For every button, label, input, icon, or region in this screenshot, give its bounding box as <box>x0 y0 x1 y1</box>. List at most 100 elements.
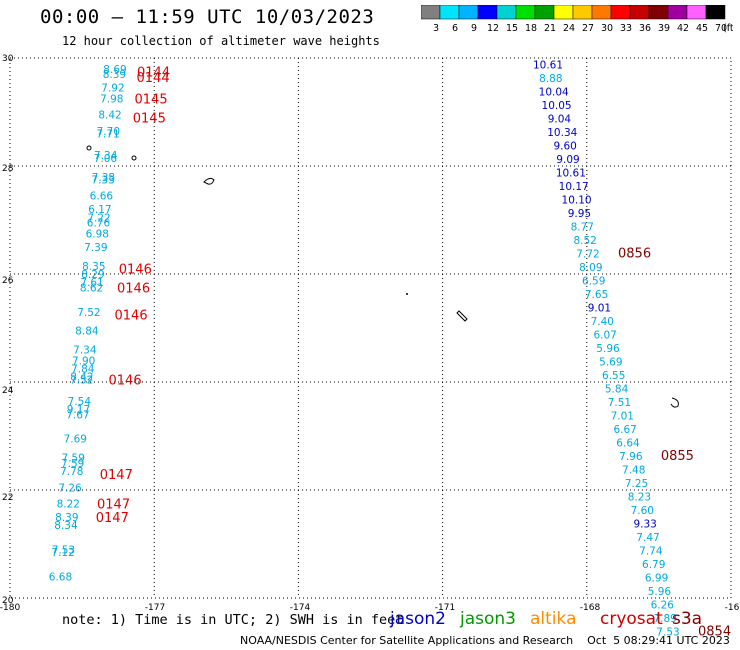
swh-value-label: 7.89 <box>653 613 676 625</box>
swh-value-label: 8.35 <box>82 261 105 273</box>
swh-value-label: 7.72 <box>576 248 599 260</box>
scale-label: 33 <box>620 23 632 34</box>
time-label: 0146 <box>119 263 152 278</box>
swh-value-label: 7.60 <box>631 505 654 517</box>
swh-value-label: 6.99 <box>645 572 668 584</box>
y-tick-label: 30 <box>2 54 14 64</box>
scale-label: 42 <box>677 23 689 34</box>
x-tick-label: -174 <box>290 603 311 613</box>
swh-value-label: 7.34 <box>94 150 118 162</box>
swh-value-label: 7.06 <box>94 153 118 165</box>
scale-label: 9 <box>471 23 477 34</box>
footer-credit: NOAA/NESDIS Center for Satellite Applica… <box>240 634 730 647</box>
scale-label: 15 <box>506 23 518 34</box>
swh-value-label: 7.90 <box>72 355 95 367</box>
scale-label: 30 <box>601 23 613 34</box>
legend-cryosat: cryosat <box>600 609 663 629</box>
swh-value-label: 7.74 <box>639 545 663 557</box>
time-label: 0146 <box>115 309 148 324</box>
time-label: 0144 <box>137 71 170 86</box>
scale-label: 18 <box>525 23 537 34</box>
x-tick-label: -168 <box>580 603 601 613</box>
scale-label: (ft) <box>723 23 733 34</box>
swh-value-label: 8.09 <box>579 262 602 274</box>
swh-value-label: 7.52 <box>77 307 100 319</box>
swh-value-label: 9.09 <box>556 154 579 166</box>
swh-value-label: 8.39 <box>103 69 126 81</box>
swh-value-label: 8.88 <box>539 73 562 85</box>
swh-value-label: 8.29 <box>81 269 104 281</box>
swh-value-label: 6.68 <box>49 571 72 583</box>
swh-value-label: 8.52 <box>573 235 596 247</box>
map-title: 00:00 – 11:59 UTC 10/03/2023 <box>40 6 375 28</box>
island-dot <box>131 155 137 161</box>
swh-value-label: 10.04 <box>539 86 569 98</box>
swh-value-label: 7.12 <box>51 547 74 559</box>
swh-value-label: 10.34 <box>547 127 577 139</box>
scale-label: 39 <box>658 23 670 34</box>
swh-value-label: 6.59 <box>582 275 605 287</box>
swh-value-label: 7.52 <box>70 374 93 386</box>
x-tick-label: -16 <box>725 603 740 613</box>
swh-value-label: 8.22 <box>57 499 80 511</box>
swh-value-label: 7.48 <box>622 464 645 476</box>
swh-value-label: 9.17 <box>67 404 90 416</box>
swh-value-label: 8.69 <box>103 64 126 76</box>
time-label: 0145 <box>135 93 168 108</box>
scale-label: 21 <box>544 23 556 34</box>
scale-label: 12 <box>487 23 499 34</box>
legend-altika: altika <box>530 609 577 629</box>
scale-swatch <box>705 4 726 20</box>
island-outline <box>670 397 679 408</box>
swh-value-label: 7.51 <box>608 397 631 409</box>
x-tick-label: -180 <box>0 603 20 613</box>
time-label: 0146 <box>117 282 150 297</box>
time-label: 0856 <box>618 246 651 261</box>
swh-value-label: 6.64 <box>616 437 640 449</box>
swh-value-label: 6.07 <box>593 329 616 341</box>
swh-value-label: 10.61 <box>533 59 563 71</box>
swh-value-label: 6.66 <box>90 191 114 203</box>
time-label: 0144 <box>137 66 170 81</box>
legend-jason2: jason2 <box>390 609 446 629</box>
swh-value-label: 7.65 <box>585 289 608 301</box>
swh-value-label: 7.34 <box>73 345 97 357</box>
swh-value-label: 7.71 <box>96 129 119 141</box>
y-tick-label: 28 <box>2 164 14 174</box>
swh-value-label: 5.84 <box>605 383 629 395</box>
swh-value-label: 8.42 <box>70 372 93 384</box>
swh-value-label: 7.22 <box>87 212 110 224</box>
swh-value-label: 8.77 <box>571 221 594 233</box>
swh-value-label: 5.69 <box>599 356 622 368</box>
swh-value-label: 7.98 <box>100 94 123 106</box>
y-tick-label: 26 <box>2 276 14 286</box>
swh-value-label: 9.04 <box>548 113 572 125</box>
swh-value-label: 9.01 <box>588 302 611 314</box>
scale-label: 6 <box>452 23 458 34</box>
swh-value-label: 7.01 <box>611 410 634 422</box>
x-tick-label: -177 <box>145 603 165 613</box>
time-label: 0145 <box>133 111 166 126</box>
swh-value-label: 10.17 <box>559 181 589 193</box>
swh-value-label: 7.61 <box>80 277 103 289</box>
swh-value-label: 7.25 <box>625 478 648 490</box>
swh-value-label: 8.84 <box>75 326 99 338</box>
scale-label: 70 <box>715 23 727 34</box>
legend-jason3: jason3 <box>460 609 516 629</box>
swh-value-label: 6.17 <box>88 204 111 216</box>
y-tick-label: 24 <box>2 386 14 396</box>
swh-value-label: 6.55 <box>602 370 625 382</box>
scale-label: 45 <box>696 23 708 34</box>
island-dot <box>86 145 92 151</box>
swh-value-label: 7.84 <box>71 364 95 376</box>
island-outline <box>456 310 468 322</box>
map-frame <box>9 57 732 599</box>
time-label: 0147 <box>100 468 133 483</box>
swh-value-label: 5.96 <box>648 586 672 598</box>
scale-label: 24 <box>563 23 575 34</box>
note-text: note: 1) Time is in UTC; 2) SWH is in fe… <box>62 612 404 628</box>
swh-value-label: 7.33 <box>91 175 114 187</box>
